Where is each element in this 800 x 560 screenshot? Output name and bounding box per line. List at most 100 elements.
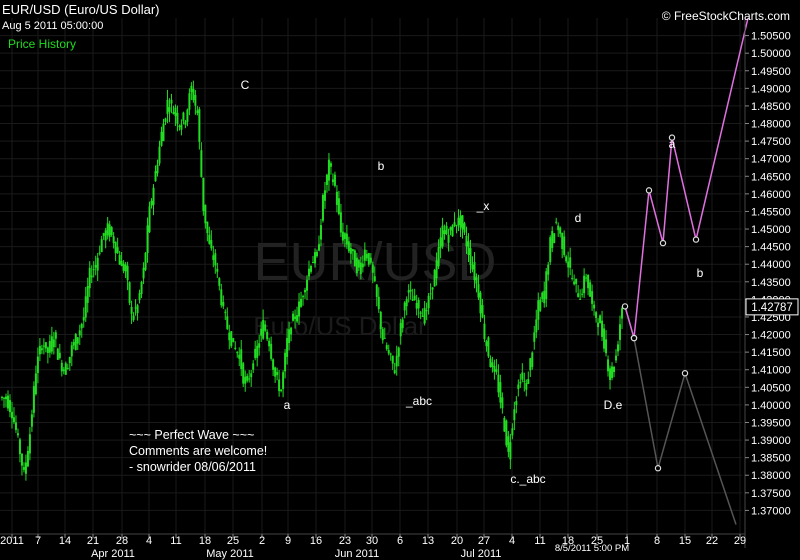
candle-body (50, 336, 53, 352)
candle-body (104, 230, 107, 241)
x-month-label: Jun 2011 (335, 548, 379, 560)
candle-body (48, 341, 51, 353)
candle-body (425, 310, 428, 312)
chart-title: EUR/USD (Euro/US Dollar) (2, 2, 160, 17)
candle-body (549, 237, 552, 263)
candle-body (210, 240, 213, 249)
x-tick-label: 11 (170, 535, 181, 547)
candle-body (308, 268, 311, 277)
candle-body (196, 110, 199, 114)
candle-body (88, 267, 91, 289)
wave-label: D.e (604, 398, 623, 412)
candle-body (353, 250, 356, 267)
candle-body (489, 358, 492, 368)
candle-body (561, 233, 564, 249)
candle-body (62, 369, 65, 372)
candle-body (557, 225, 560, 231)
candle-body (391, 355, 394, 364)
y-tick-label: 1.47000 (751, 154, 791, 166)
y-axis: 1.37000 1.37500 1.38000 1.38500 1.39000 1.395… (744, 18, 799, 548)
x-tick-label: 25 (591, 535, 603, 547)
candle-body (30, 414, 33, 427)
candle-body (327, 159, 330, 181)
candle-body (78, 330, 81, 336)
candle-body (599, 315, 602, 324)
candle-body (449, 227, 452, 231)
candle-body (407, 290, 410, 293)
candle-body (471, 264, 474, 270)
candle-body (427, 295, 430, 309)
candle-body (591, 291, 594, 304)
candle-body (158, 146, 161, 164)
candle-body (429, 293, 432, 295)
candle-body (523, 380, 526, 382)
x-tick-label: 9 (285, 535, 291, 547)
projection-start-point (621, 303, 629, 310)
candle-body (56, 348, 59, 360)
candle-body (4, 396, 7, 400)
candle-body (491, 362, 494, 368)
candle-body (585, 277, 588, 279)
candle-body (519, 382, 522, 384)
candle-body (467, 241, 470, 256)
candle-body (617, 344, 620, 352)
candle-body (609, 368, 612, 380)
candle-body (108, 224, 111, 238)
candle-body (26, 450, 29, 467)
candle-body (98, 252, 101, 254)
candle-body (511, 428, 514, 436)
projection-point (668, 134, 676, 141)
candle-body (46, 347, 49, 353)
candle-body (22, 467, 25, 470)
candle-body (3, 397, 5, 399)
candle-body (505, 420, 508, 446)
candle-body (439, 237, 442, 249)
x-tick-label: 14 (59, 535, 71, 547)
y-tick-label: 1.48000 (751, 119, 791, 131)
candle-body (6, 395, 9, 409)
brand-link[interactable]: © FreeStockCharts.com (661, 9, 790, 23)
candle-body (409, 289, 412, 292)
candle-body (575, 278, 578, 284)
price-history-label[interactable]: Price History (8, 37, 77, 51)
candle-body (499, 382, 502, 403)
candle-body (128, 282, 131, 303)
candle-body (8, 400, 11, 413)
x-tick-label: 11 (534, 535, 545, 547)
candle-body (313, 252, 316, 264)
y-tick-label: 1.39500 (751, 417, 791, 429)
candle-body (367, 253, 370, 265)
candle-body (563, 236, 566, 255)
candle-body (387, 350, 390, 354)
y-tick-label: 1.43500 (751, 277, 791, 289)
candle-body (379, 311, 382, 330)
candle-body (42, 345, 45, 347)
candle-body (495, 369, 498, 373)
candle-body (315, 251, 318, 257)
candle-body (100, 239, 103, 253)
projection-point (654, 465, 662, 472)
candle-body (341, 231, 344, 241)
candle-body (156, 164, 159, 174)
candle-body (304, 289, 307, 293)
candle-body (589, 282, 592, 297)
candle-body (345, 233, 348, 245)
candle-body (475, 277, 478, 284)
wave-label: b (378, 159, 385, 173)
candle-body (405, 299, 408, 307)
candle-body (302, 296, 305, 298)
candle-body (397, 347, 400, 357)
candle-body (140, 282, 143, 294)
y-tick-label: 1.49000 (751, 83, 791, 95)
candle-body (501, 397, 504, 409)
candle-body (106, 223, 109, 236)
y-tick-label: 1.38500 (751, 453, 791, 465)
candle-body (124, 264, 127, 272)
candle-body (359, 262, 362, 275)
projection-point (681, 370, 689, 377)
candle-body (559, 227, 562, 234)
candle-body (220, 289, 223, 306)
chart-grid (0, 18, 742, 534)
candle-body (296, 315, 299, 322)
candle-body (485, 341, 488, 347)
